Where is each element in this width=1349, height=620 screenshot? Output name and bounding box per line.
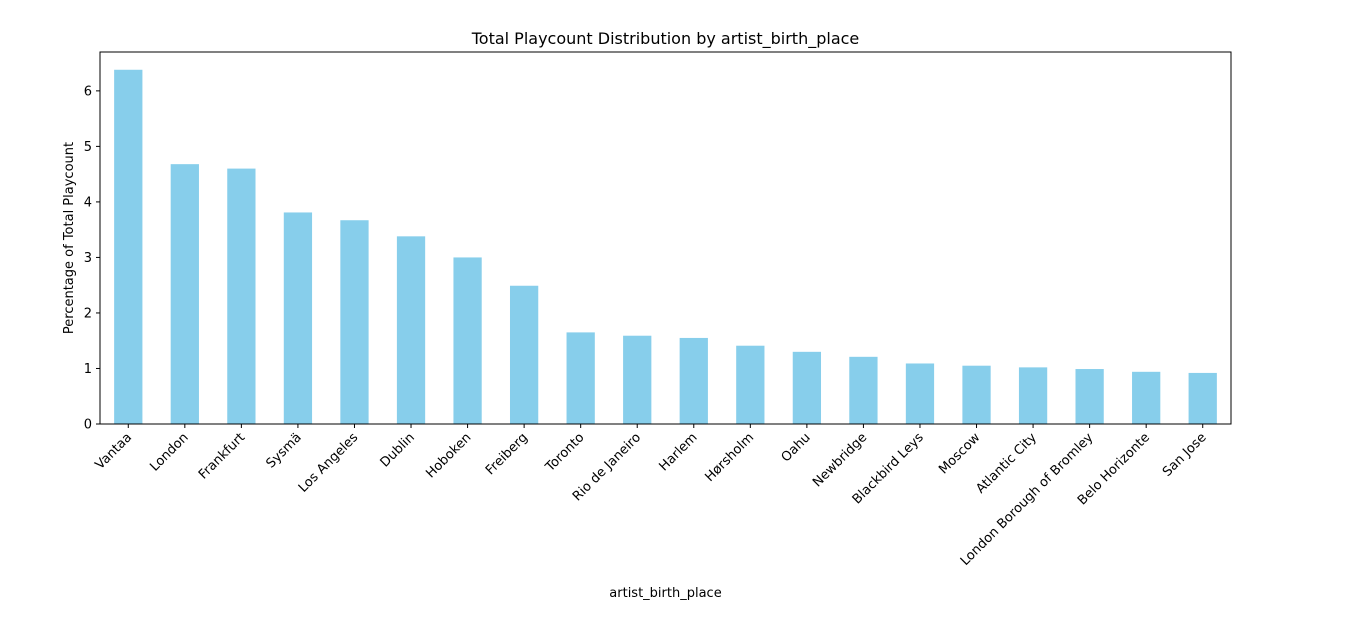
bars-group (114, 69, 1217, 425)
x-tick-label: Dublin (378, 430, 418, 470)
plot-frame (99, 51, 1232, 425)
bar-belo-horizonte (1132, 371, 1161, 424)
x-tick-label: Harlem (656, 430, 700, 474)
x-tick-label: Hoboken (423, 430, 474, 481)
bar-frankfurt (227, 168, 256, 424)
x-tick-label: Los Angeles (296, 430, 362, 496)
bar-sysm (283, 212, 313, 424)
x-tick-label: San Jose (1160, 430, 1210, 480)
bar-blackbird-leys (905, 363, 935, 424)
x-tick-label: Frankfurt (196, 430, 248, 482)
bar-harlem (679, 337, 708, 424)
bar-dublin (396, 236, 426, 424)
x-tick-label: Freiberg (483, 430, 531, 478)
y-tick-label: 0 (84, 418, 92, 433)
bar-san-jose (1188, 372, 1217, 424)
bar-newbridge (849, 356, 878, 424)
bar-los-angeles (340, 220, 369, 424)
x-tick-label: London (147, 430, 191, 474)
x-axis-title: artist_birth_place (609, 586, 721, 601)
x-tick-label: Moscow (936, 430, 983, 477)
y-axis-ticks: 0 1 2 3 4 5 6 (84, 84, 100, 433)
y-tick-label: 2 (84, 306, 92, 321)
y-tick-label: 6 (84, 84, 92, 99)
y-tick-label: 4 (84, 195, 92, 210)
bar-freiberg (509, 285, 539, 424)
bar-vantaa (114, 69, 143, 425)
bar-moscow (962, 365, 991, 424)
y-axis-title: Percentage of Total Playcount (62, 142, 77, 334)
bar-toronto (566, 332, 595, 424)
bar-atlantic-city (1018, 367, 1048, 424)
bar-london (170, 164, 199, 425)
bar-oahu (792, 351, 822, 424)
bar-london-borough-of-bromley (1075, 369, 1104, 424)
x-tick-label: Oahu (779, 430, 814, 465)
bar-rio-de-janeiro (623, 335, 652, 424)
x-tick-label: Newbridge (810, 430, 870, 490)
x-tick-label: Toronto (542, 430, 587, 475)
y-tick-label: 1 (84, 362, 92, 377)
x-tick-label: Sysmä (263, 430, 304, 471)
x-tick-label: Hørsholm (702, 430, 757, 485)
chart-title: Total Playcount Distribution by artist_b… (471, 29, 860, 49)
y-tick-label: 3 (84, 251, 92, 266)
x-tick-label: Vantaa (93, 430, 136, 473)
bar-h-rsholm (736, 345, 765, 424)
bar-hoboken (453, 257, 482, 424)
y-tick-label: 5 (84, 140, 92, 155)
